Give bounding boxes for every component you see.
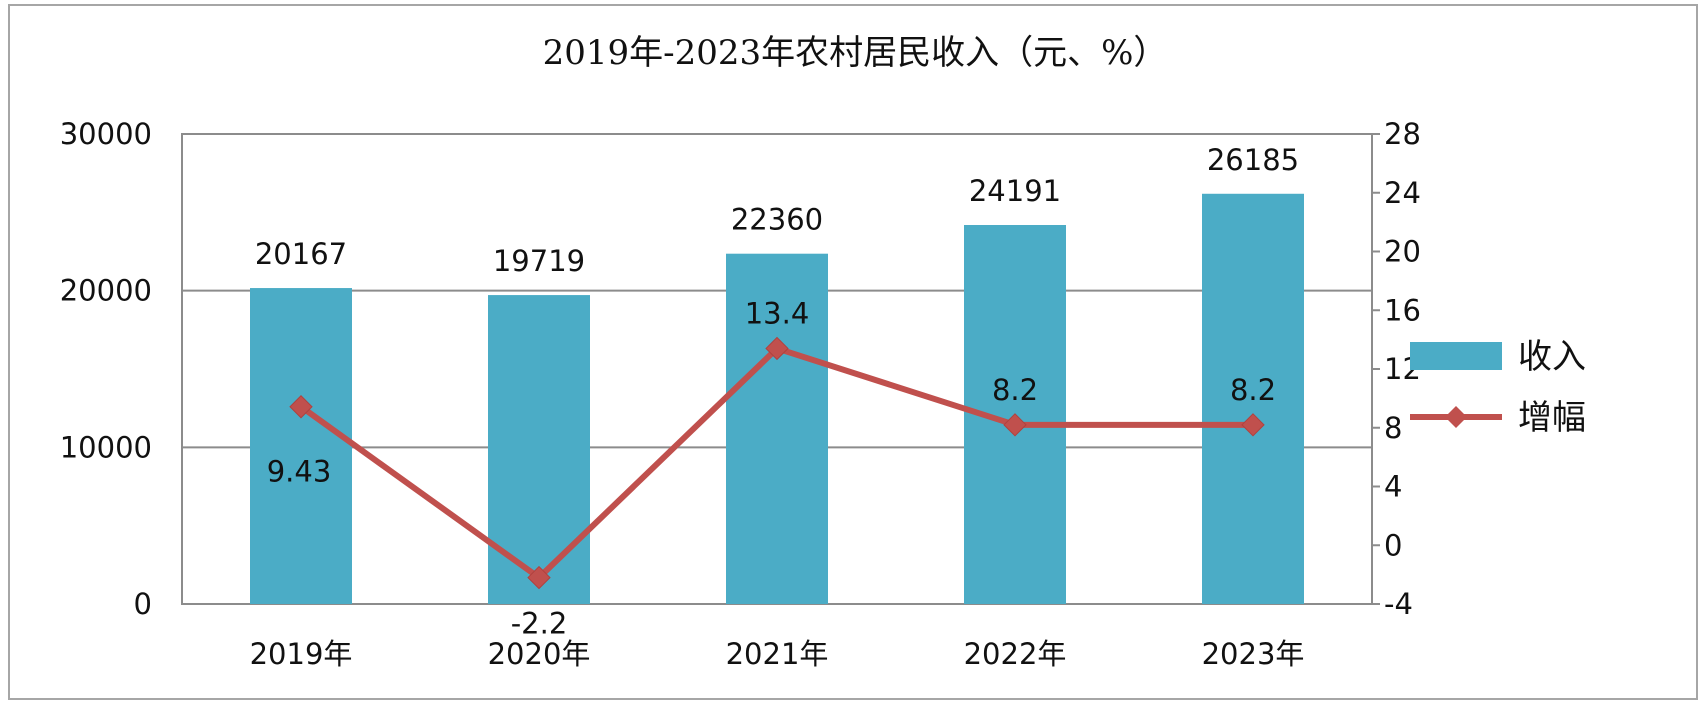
growth-marker xyxy=(765,336,789,361)
x-category-label: 2023年 xyxy=(1202,637,1305,671)
growth-value-label: 8.2 xyxy=(992,373,1038,407)
growth-line xyxy=(289,336,1265,590)
growth-marker xyxy=(1003,413,1027,437)
y-right-tick-label: 16 xyxy=(1384,293,1421,327)
income-value-label: 20167 xyxy=(255,237,347,271)
data-labels: 20167 19719 22360 24191 26185 9.43 -2.2 13.4 8.2… xyxy=(255,143,1299,641)
income-value-label: 22360 xyxy=(731,203,823,237)
y-left-tick-label: 10000 xyxy=(60,430,152,464)
x-category-label: 2021年 xyxy=(726,637,829,671)
legend-growth-label: 增幅 xyxy=(1518,398,1586,438)
x-category-label: 2022年 xyxy=(964,637,1067,671)
y-left-tick-label: 0 xyxy=(134,587,152,621)
growth-marker xyxy=(1241,413,1265,437)
income-value-label: 19719 xyxy=(493,244,585,278)
y-right-tick-label: 8 xyxy=(1384,411,1402,445)
income-bar xyxy=(1202,193,1304,605)
income-value-label: 26185 xyxy=(1207,143,1299,177)
y-left-tick-label: 20000 xyxy=(60,274,152,308)
growth-marker xyxy=(289,395,313,419)
chart-title: 2019年-2023年农村居民收入（元、%） xyxy=(543,33,1168,73)
y-right-tick-label: 0 xyxy=(1384,528,1402,562)
legend-income-label: 收入 xyxy=(1518,337,1586,377)
x-category-label: 2020年 xyxy=(488,637,591,671)
growth-value-label: 9.43 xyxy=(267,455,332,489)
income-bar xyxy=(250,288,352,604)
legend-income-swatch xyxy=(1410,342,1502,370)
growth-value-label: -2.2 xyxy=(511,607,568,641)
chart-frame: 2019年-2023年农村居民收入（元、%） 20167 19719 22360 24… xyxy=(8,4,1698,700)
y-right-tick-label: -4 xyxy=(1384,587,1413,621)
legend-growth-marker xyxy=(1445,406,1467,428)
x-category-label: 2019年 xyxy=(250,637,353,671)
y-right-tick-label: 28 xyxy=(1384,117,1421,151)
growth-marker xyxy=(527,565,551,590)
y-right-tick-label: 20 xyxy=(1384,235,1421,269)
income-value-label: 24191 xyxy=(969,174,1061,208)
chart-svg: 2019年-2023年农村居民收入（元、%） 20167 19719 22360 24… xyxy=(60,33,1586,671)
growth-value-label: 13.4 xyxy=(745,296,810,330)
income-bar xyxy=(488,295,590,604)
y-right-tick-label: 4 xyxy=(1384,470,1402,504)
income-bar xyxy=(726,253,828,604)
y-right-tick-label: 24 xyxy=(1384,176,1421,210)
growth-value-label: 8.2 xyxy=(1230,373,1276,407)
y-left-tick-label: 30000 xyxy=(60,117,152,151)
